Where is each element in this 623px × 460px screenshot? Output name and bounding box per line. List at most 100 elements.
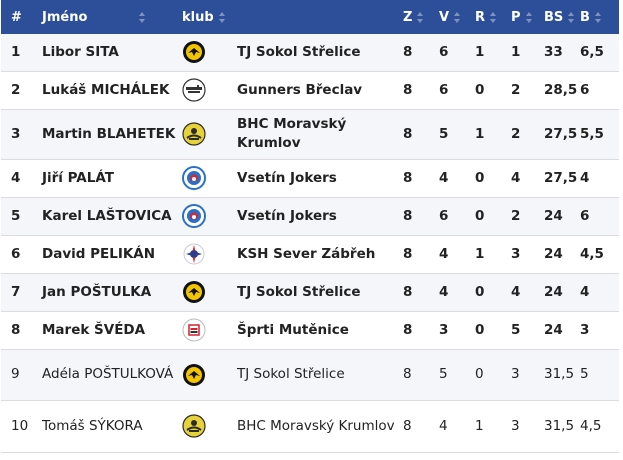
stat-p: 4 <box>511 159 544 198</box>
table-row: 6 David PELIKÁN KSH Sever Zábřeh 8 4 1 3… <box>1 235 619 274</box>
stat-v: 4 <box>439 235 475 274</box>
gunners-breclav-logo-icon <box>182 78 206 102</box>
column-header-p[interactable]: P <box>511 0 544 34</box>
sokol-strelice-logo-icon <box>182 40 206 64</box>
player-name: Lukáš MICHÁLEK <box>36 71 176 110</box>
sokol-strelice-logo-icon <box>182 363 206 387</box>
club-logo-cell <box>176 400 233 453</box>
column-header-v[interactable]: V <box>439 0 475 34</box>
stat-v: 6 <box>439 71 475 110</box>
rank-cell: 10 <box>1 400 36 453</box>
club-logo-cell <box>176 273 233 312</box>
club-logo-cell <box>176 349 233 401</box>
club-logo-cell <box>176 71 233 110</box>
stat-r: 0 <box>475 71 511 110</box>
stat-r: 0 <box>475 311 511 350</box>
stat-p: 1 <box>511 34 544 72</box>
stat-bs: 24 <box>544 235 580 274</box>
sort-icon <box>454 11 461 23</box>
stat-p: 2 <box>511 71 544 110</box>
stat-bs: 24 <box>544 311 580 350</box>
player-name: Adéla POŠTULKOVÁ <box>36 349 176 401</box>
table-row: 5 Karel LAŠTOVICA Vsetín Jokers 8 6 0 2 … <box>1 197 619 236</box>
column-header-label: B <box>580 9 590 25</box>
player-name: Libor SITA <box>36 34 176 72</box>
column-header-label: Z <box>403 9 413 25</box>
stat-b: 4 <box>580 159 619 198</box>
stat-b: 4,5 <box>580 235 619 274</box>
club-name: BHC Moravský Krumlov <box>233 109 403 160</box>
stat-b: 5,5 <box>580 109 619 160</box>
stat-z: 8 <box>403 197 439 236</box>
club-logo-cell <box>176 34 233 72</box>
stat-r: 0 <box>475 273 511 312</box>
stat-b: 4 <box>580 273 619 312</box>
rank-cell: 3 <box>1 109 36 160</box>
stat-v: 4 <box>439 159 475 198</box>
column-header-b[interactable]: B <box>580 0 619 34</box>
stat-p: 3 <box>511 235 544 274</box>
ksh-sever-zabreh-logo-icon <box>182 242 206 266</box>
column-header-rank[interactable]: # <box>1 0 36 34</box>
column-header-label: BS <box>544 9 564 25</box>
column-header-label: # <box>11 9 22 25</box>
club-logo-cell <box>176 235 233 274</box>
column-header-bs[interactable]: BS <box>544 0 580 34</box>
stat-z: 8 <box>403 349 439 401</box>
table-row: 9 Adéla POŠTULKOVÁ TJ Sokol Střelice 8 5… <box>1 349 619 401</box>
player-name: Karel LAŠTOVICA <box>36 197 176 236</box>
rank-cell: 8 <box>1 311 36 350</box>
stat-v: 5 <box>439 349 475 401</box>
club-logo-cell <box>176 311 233 350</box>
bhc-moravsky-krumlov-logo-icon <box>182 414 206 438</box>
stat-p: 2 <box>511 109 544 160</box>
column-header-label: R <box>475 9 486 25</box>
stat-r: 1 <box>475 235 511 274</box>
stat-z: 8 <box>403 109 439 160</box>
rank-cell: 2 <box>1 71 36 110</box>
table-row: 8 Marek ŠVÉDA Šprti Mutěnice 8 3 0 5 24 … <box>1 311 619 350</box>
stat-z: 8 <box>403 71 439 110</box>
stat-p: 2 <box>511 197 544 236</box>
column-header-label: klub <box>182 9 214 25</box>
stat-bs: 28,5 <box>544 71 580 110</box>
stat-z: 8 <box>403 159 439 198</box>
stat-v: 5 <box>439 109 475 160</box>
stat-v: 3 <box>439 311 475 350</box>
column-header-name[interactable]: Jméno <box>36 0 176 34</box>
rank-cell: 6 <box>1 235 36 274</box>
stat-bs: 27,5 <box>544 109 580 160</box>
table-row: 1 Libor SITA TJ Sokol Střelice 8 6 1 1 3… <box>1 34 619 72</box>
sort-icon <box>139 11 146 23</box>
club-name: Gunners Břeclav <box>233 71 403 110</box>
stat-bs: 24 <box>544 197 580 236</box>
stat-z: 8 <box>403 34 439 72</box>
club-name: BHC Moravský Krumlov <box>233 400 403 453</box>
stat-b: 6 <box>580 197 619 236</box>
stat-z: 8 <box>403 400 439 453</box>
rank-cell: 1 <box>1 34 36 72</box>
table-header: # Jméno klub Z V R P BS B <box>1 0 619 34</box>
club-logo-cell <box>176 197 233 236</box>
table-row: 4 Jiří PALÁT Vsetín Jokers 8 4 0 4 27,5 … <box>1 159 619 198</box>
stat-bs: 24 <box>544 273 580 312</box>
table-row: 10 Tomáš SÝKORA BHC Moravský Krumlov 8 4… <box>1 400 619 453</box>
stat-v: 4 <box>439 400 475 453</box>
stat-r: 1 <box>475 34 511 72</box>
stat-z: 8 <box>403 311 439 350</box>
club-name: Šprti Mutěnice <box>233 311 403 350</box>
stat-p: 4 <box>511 273 544 312</box>
stat-b: 5 <box>580 349 619 401</box>
stat-r: 0 <box>475 197 511 236</box>
column-header-label: V <box>439 9 450 25</box>
stat-v: 6 <box>439 197 475 236</box>
sprti-mutenice-logo-icon <box>182 318 206 342</box>
column-header-z[interactable]: Z <box>403 0 439 34</box>
club-name: Vsetín Jokers <box>233 197 403 236</box>
sort-icon <box>417 11 424 23</box>
stat-r: 0 <box>475 159 511 198</box>
column-header-r[interactable]: R <box>475 0 511 34</box>
rank-cell: 7 <box>1 273 36 312</box>
column-header-club[interactable]: klub <box>176 0 233 34</box>
player-name: Marek ŠVÉDA <box>36 311 176 350</box>
